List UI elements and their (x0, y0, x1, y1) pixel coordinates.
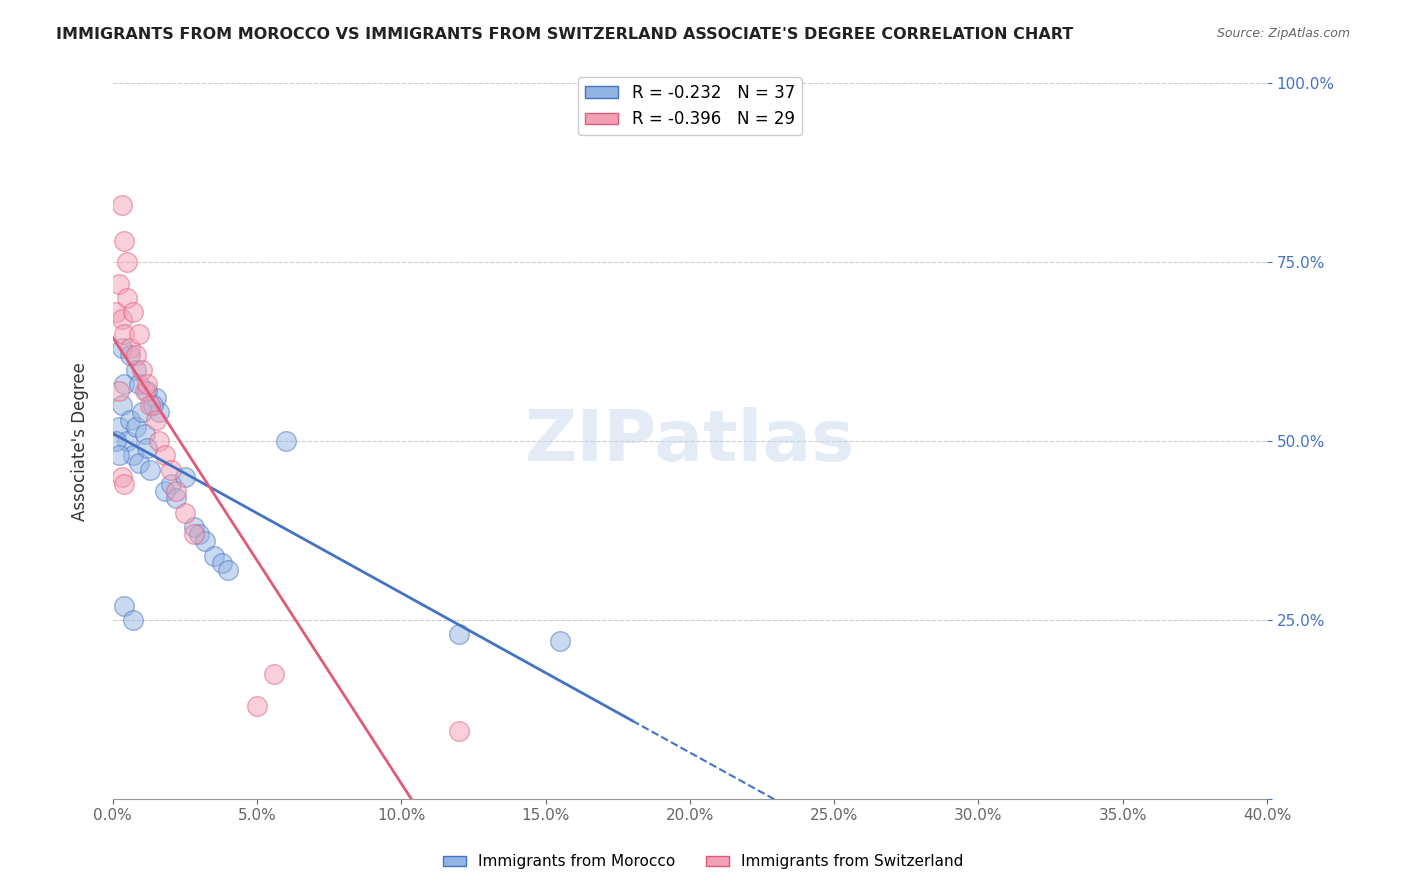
Point (211, 556, 233, 570)
Point (117, 255, 139, 269)
Point (274, 434, 297, 449)
Point (136, 384, 159, 398)
Point (128, 456, 150, 470)
Point (125, 419, 148, 434)
Point (148, 405, 170, 419)
Legend: R = -0.232   N = 37, R = -0.396   N = 29: R = -0.232 N = 37, R = -0.396 N = 29 (578, 78, 801, 135)
Point (128, 376, 150, 391)
Point (153, 449, 176, 463)
Point (112, 376, 135, 391)
Point (449, 627, 471, 641)
Point (263, 666, 285, 681)
Point (107, 449, 129, 463)
Point (110, 398, 132, 412)
Text: IMMIGRANTS FROM MOROCCO VS IMMIGRANTS FROM SWITZERLAND ASSOCIATE'S DEGREE CORREL: IMMIGRANTS FROM MOROCCO VS IMMIGRANTS FR… (56, 27, 1074, 42)
Point (112, 234, 135, 248)
Point (174, 506, 197, 520)
Point (104, 434, 127, 449)
Point (117, 434, 139, 449)
Point (153, 484, 176, 499)
Text: Source: ZipAtlas.com: Source: ZipAtlas.com (1216, 27, 1350, 40)
Point (136, 376, 159, 391)
Text: ZIPatlas: ZIPatlas (524, 407, 855, 475)
Point (112, 599, 135, 613)
Point (159, 477, 181, 491)
Point (104, 305, 127, 319)
Point (165, 484, 187, 499)
Point (107, 384, 129, 398)
Point (183, 527, 205, 541)
Point (145, 391, 167, 405)
Point (145, 412, 167, 426)
Point (120, 348, 142, 362)
Point (165, 491, 187, 506)
Point (110, 470, 132, 484)
Point (159, 463, 181, 477)
Point (110, 312, 132, 326)
Point (139, 398, 162, 412)
Point (131, 362, 153, 376)
Point (120, 412, 142, 426)
Point (112, 326, 135, 341)
Point (134, 384, 156, 398)
Point (136, 442, 159, 456)
Point (122, 613, 145, 627)
Point (548, 634, 571, 648)
Point (120, 341, 142, 355)
Point (112, 477, 135, 491)
Point (148, 434, 170, 449)
Point (110, 198, 132, 212)
Point (142, 398, 165, 412)
Point (107, 419, 129, 434)
Point (131, 405, 153, 419)
Point (107, 277, 129, 291)
Point (110, 341, 132, 355)
Point (174, 470, 197, 484)
Point (128, 326, 150, 341)
Legend: Immigrants from Morocco, Immigrants from Switzerland: Immigrants from Morocco, Immigrants from… (437, 848, 969, 875)
Point (125, 348, 148, 362)
Point (183, 520, 205, 534)
Y-axis label: Associate's Degree: Associate's Degree (72, 361, 89, 521)
Point (194, 534, 217, 549)
Point (449, 723, 471, 738)
Point (134, 426, 156, 441)
Point (122, 305, 145, 319)
Point (139, 463, 162, 477)
Point (122, 449, 145, 463)
Point (202, 549, 225, 563)
Point (125, 362, 148, 376)
Point (188, 527, 211, 541)
Point (217, 563, 239, 577)
Point (117, 291, 139, 305)
Point (246, 698, 269, 713)
